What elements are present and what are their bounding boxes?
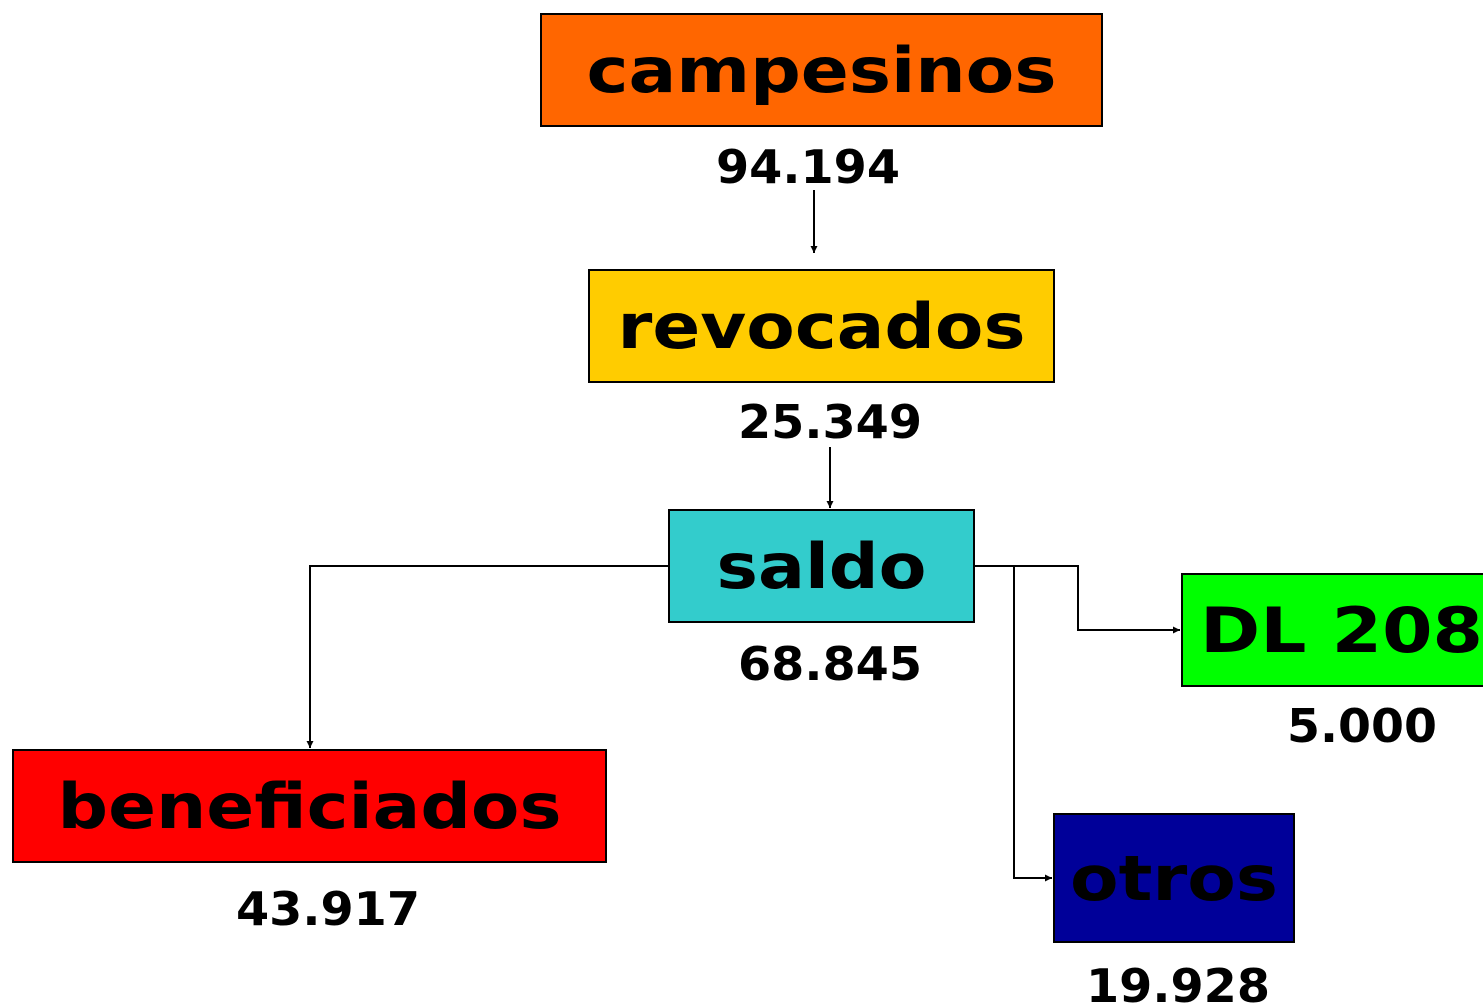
node-value: 43.917 <box>236 882 420 936</box>
node-value: 94.194 <box>716 140 900 194</box>
node-box <box>668 509 975 623</box>
node-box <box>1053 813 1295 943</box>
node-value: 5.000 <box>1287 699 1437 753</box>
node-box <box>540 13 1103 127</box>
arrow <box>306 565 669 748</box>
node-label: saldo <box>717 530 927 603</box>
node-label: DL 208 <box>1200 594 1483 667</box>
node-label: otros <box>1070 842 1278 915</box>
node-label: beneficiados <box>58 770 562 843</box>
arrow <box>1013 566 1052 882</box>
node-label: revocados <box>618 290 1026 363</box>
node-box <box>588 269 1055 383</box>
node-box <box>12 749 607 863</box>
arrow <box>974 565 1180 634</box>
connectors <box>306 190 1180 882</box>
node-box <box>1181 573 1483 687</box>
node-value: 68.845 <box>738 637 922 691</box>
node-label: campesinos <box>587 34 1057 107</box>
node-value: 25.349 <box>738 395 922 449</box>
node-value: 19.928 <box>1086 959 1270 1004</box>
